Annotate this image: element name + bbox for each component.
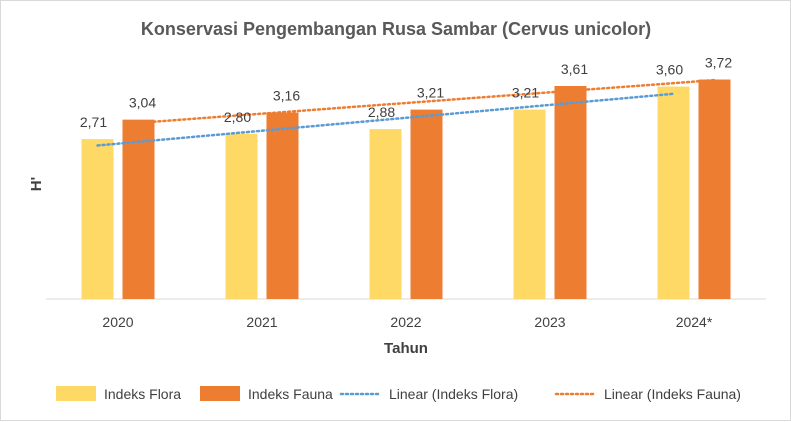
legend-item: Indeks Fauna [200, 386, 333, 402]
y-axis-title: H' [28, 177, 45, 191]
bar-indeks-flora [657, 86, 690, 299]
data-label: 3,21 [512, 85, 539, 101]
bar-indeks-fauna [698, 79, 731, 300]
bar-indeks-fauna [122, 119, 155, 299]
bar-indeks-fauna [410, 109, 443, 299]
legend-item: Linear (Indeks Flora) [339, 386, 518, 402]
data-label: 3,04 [129, 95, 156, 111]
data-label: 3,16 [273, 88, 300, 104]
trendline-indeks-fauna [137, 78, 716, 125]
data-label: 2,88 [368, 104, 395, 120]
data-label: 3,72 [705, 55, 732, 71]
legend: Indeks Flora Indeks Fauna Linear (Indeks F… [56, 386, 741, 402]
x-tick-label: 2022 [390, 314, 421, 330]
legend-swatch [56, 386, 96, 401]
bar-indeks-flora [513, 109, 546, 299]
x-axis-title: Tahun [384, 340, 428, 357]
x-tick-labels-group: 2020 2021 2022 2023 2024* [102, 314, 712, 330]
bar-indeks-fauna [266, 112, 299, 299]
legend-swatch [200, 386, 240, 401]
bar-indeks-flora [369, 129, 402, 299]
legend-label: Indeks Fauna [248, 386, 333, 402]
data-label: 2,80 [224, 109, 251, 125]
trendlines-group [96, 78, 716, 147]
x-tick-label: 2024* [676, 314, 713, 330]
legend-label: Indeks Flora [104, 386, 181, 402]
data-label: 3,60 [656, 62, 683, 78]
x-tick-label: 2023 [534, 314, 565, 330]
bars-group [81, 79, 731, 300]
data-label: 3,61 [561, 61, 588, 77]
bar-indeks-flora [225, 133, 258, 299]
chart-title: Konservasi Pengembangan Rusa Sambar (Cer… [141, 19, 651, 39]
x-tick-label: 2020 [102, 314, 133, 330]
bar-indeks-fauna [554, 86, 587, 299]
legend-item: Indeks Flora [56, 386, 181, 402]
bar-indeks-flora [81, 139, 114, 299]
legend-label: Linear (Indeks Fauna) [604, 386, 741, 402]
trendline-indeks-flora [96, 92, 675, 147]
x-tick-label: 2021 [246, 314, 277, 330]
data-label: 3,21 [417, 85, 444, 101]
data-label: 2,71 [80, 114, 107, 130]
legend-label: Linear (Indeks Flora) [389, 386, 518, 402]
legend-item: Linear (Indeks Fauna) [554, 386, 741, 402]
data-labels-group: 2,71 2,80 2,88 3,21 3,60 3,04 3,16 3,21 3,61 3,72 [80, 55, 732, 131]
